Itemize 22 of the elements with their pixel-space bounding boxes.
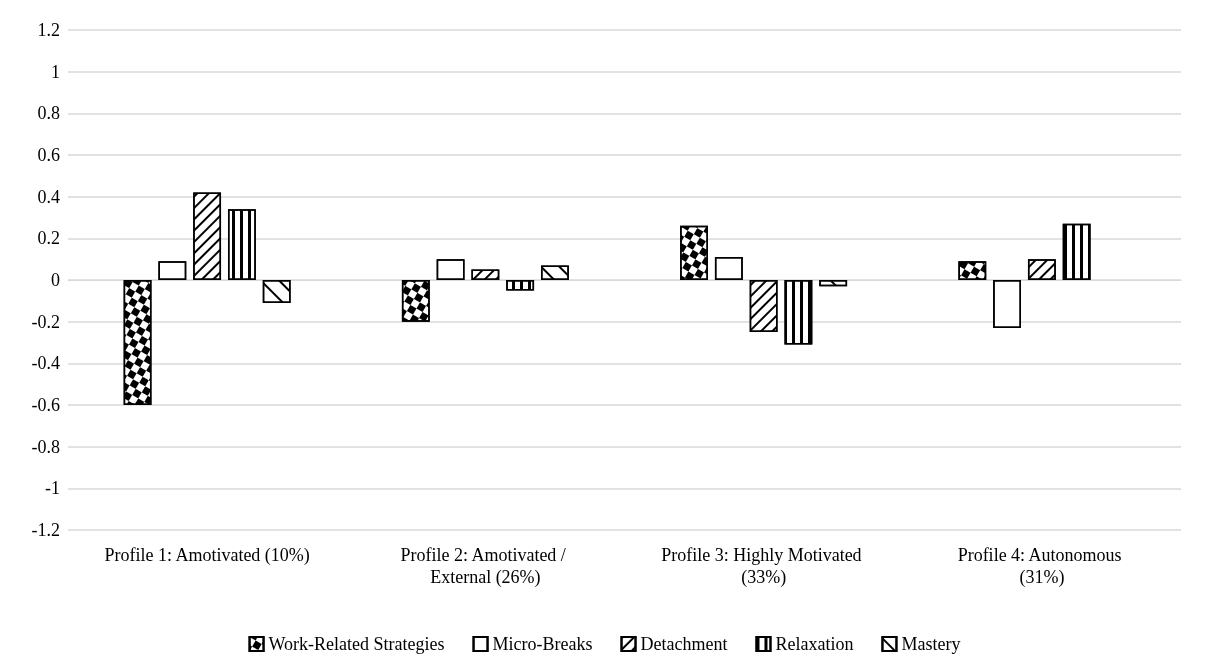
y-tick-label: 0.4 [37, 186, 60, 207]
y-tick-label: 0.6 [37, 145, 60, 165]
legend-label: Detachment [640, 634, 728, 654]
y-tick-label: -0.8 [31, 436, 60, 457]
x-tick-label: Profile 4: Autonomous (31%) [957, 545, 1127, 588]
x-tick-label: Profile 1: Amotivated (10%) [104, 545, 310, 566]
y-tick-label: -1.2 [31, 520, 60, 540]
x-tick-label: Profile 2: Amotivated / External (26%) [400, 545, 571, 588]
y-tick-label: 1.2 [37, 20, 60, 40]
y-tick-label: 1 [51, 61, 60, 82]
y-tick-label: -0.2 [31, 311, 60, 332]
legend-label: Micro-Breaks [492, 634, 593, 654]
y-tick-label: 0 [51, 270, 60, 290]
y-tick-label: -0.6 [31, 395, 60, 415]
legend-label: Relaxation [775, 634, 854, 654]
y-tick-label: -1 [45, 478, 60, 499]
x-tick-label: Profile 3: Highly Motivated (33%) [661, 545, 867, 588]
y-tick-label: -0.4 [31, 353, 60, 374]
legend-label: Mastery [901, 634, 961, 654]
y-tick-label: 0.2 [37, 228, 60, 249]
y-tick-label: 0.8 [37, 103, 60, 124]
legend-label: Work-Related Strategies [268, 634, 445, 654]
